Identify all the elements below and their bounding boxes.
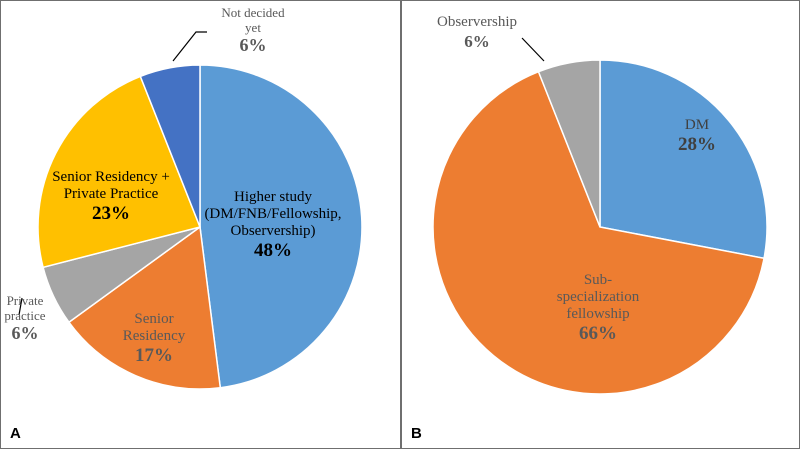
slice-percent-a-2: 6% [12, 323, 39, 343]
slice-label-a-0: Observership) [231, 223, 316, 239]
slice-label-b-1: fellowship [566, 306, 629, 322]
pie-slice-a-0 [199, 64, 363, 389]
slice-label-a-3: Private Practice [64, 186, 159, 202]
slice-percent-a-3: 23% [92, 203, 130, 224]
slice-label-a-0: (DM/FNB/Fellowship, [204, 206, 341, 222]
pie-slice-a-4 [139, 64, 201, 228]
chart-panel-b: DM 28% Sub-specialization fellowship 66% Obse… [401, 0, 800, 449]
slice-label-a-4: yet [245, 20, 261, 35]
pie-slice-a-3 [37, 75, 202, 269]
slice-percent-a-4: 6% [240, 35, 267, 55]
pie-slice-b-1 [432, 70, 765, 395]
pie-slice-a-1 [67, 225, 222, 390]
chart-panel-a: Higher study (DM/FNB/Fellowship, Observers… [0, 0, 401, 449]
slice-label-a-1: Senior [134, 311, 173, 327]
leader-line-b-2 [521, 37, 545, 62]
slice-percent-b-1: 66% [579, 323, 617, 344]
slice-label-a-1: Residency [123, 328, 186, 344]
slice-label-b-1: Sub- [584, 272, 612, 288]
panel-label-b: B [411, 425, 422, 442]
slice-label-b-2: Observership [437, 14, 517, 30]
pie-slice-b-2 [537, 59, 601, 228]
leader-line-a-2 [18, 297, 23, 316]
slice-percent-b-2: 6% [464, 32, 490, 51]
slice-label-a-0: Higher study [234, 189, 312, 205]
slice-label-b-0: DM [685, 117, 709, 133]
slice-label-a-3: Senior Residency + [52, 169, 170, 185]
slice-percent-a-0: 48% [254, 240, 292, 261]
slice-label-a-4: Not decided [221, 5, 285, 20]
slice-label-b-1: specialization [557, 289, 640, 305]
pie-slice-b-0 [599, 59, 768, 260]
slice-percent-b-0: 28% [678, 134, 716, 155]
leader-line-a-4 [172, 31, 207, 62]
pie-chart-a: Higher study(DM/FNB/Fellowship,Observers… [4, 5, 363, 390]
slice-percent-a-1: 17% [135, 345, 173, 366]
panel-label-a: A [10, 425, 21, 442]
slice-label-a-2: Private [7, 293, 44, 308]
slice-label-a-2: practice [4, 308, 45, 323]
